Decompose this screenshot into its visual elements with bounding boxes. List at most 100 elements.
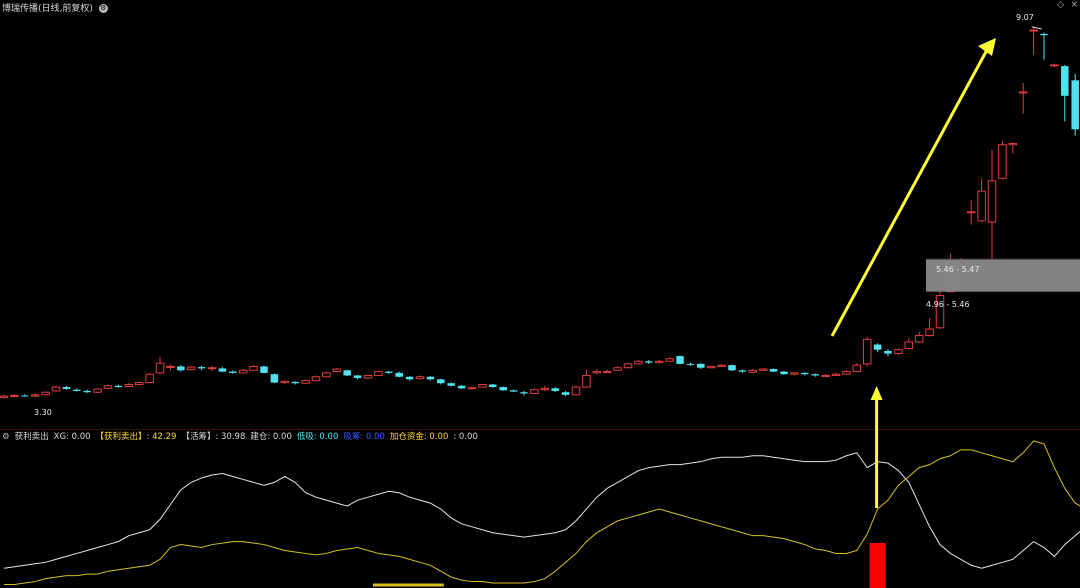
candle-body-down (728, 365, 736, 371)
close-icon[interactable]: × (1070, 0, 1078, 10)
candle-body-down (426, 376, 435, 380)
active-value: 【活筹】: 30.98 (181, 432, 246, 442)
indicator-legend: ⚙ 获利卖出 XG: 0.00 【获利卖出】: 42.29 【活筹】: 30.98 建仓:… (2, 430, 483, 442)
candle-body-up (280, 380, 290, 384)
candle-body-down (811, 374, 819, 376)
diagonal-arrow-shaft (830, 47, 990, 337)
candle-body-up (1008, 142, 1018, 146)
candle-body-down (229, 371, 237, 373)
candle-body-up (51, 386, 61, 392)
candle-body-up (134, 382, 144, 385)
candle-body-down (1040, 33, 1048, 36)
candle-body-up (332, 368, 342, 373)
candle-body-up (602, 371, 612, 374)
candle-body-down (676, 356, 684, 364)
candle-body-up (467, 387, 477, 390)
candle-body-down (260, 366, 268, 373)
extra-value: : 0.00 (453, 432, 478, 442)
zone-lower-label: 4.96 - 5.46 (926, 300, 970, 309)
candle-body-down (270, 374, 279, 383)
candle-body-up (93, 388, 102, 393)
candle-body-down (873, 344, 882, 350)
candle-body-up (186, 366, 196, 371)
zone-upper-label: 5.46 - 5.47 (936, 265, 980, 274)
candle-body-up (0, 395, 9, 398)
candle-body-up (478, 383, 487, 388)
profit-sell-value: 【获利卖出】: 42.29 (95, 432, 177, 442)
yellow-indicator-line (4, 440, 1080, 586)
indicator-gear-icon[interactable]: ⚙ (2, 432, 10, 442)
candle-body-down (489, 384, 497, 388)
candle-body-up (634, 360, 643, 365)
candle-body-up (530, 389, 539, 395)
candle-body-up (41, 391, 50, 396)
candle-body-up (145, 373, 154, 384)
vertical-arrow-head (870, 386, 883, 400)
white-indicator-line (3, 452, 1080, 569)
candle-body-down (780, 371, 788, 375)
accumulate-value: 吸筹: 0.00 (343, 432, 385, 442)
candle-body-up (925, 328, 934, 337)
candle-body-down (291, 381, 299, 384)
candle-body-up (124, 383, 134, 387)
candle-body-up (540, 387, 550, 391)
candle-body-up (654, 360, 664, 364)
candle-body-down (405, 376, 414, 380)
indicator-name: 获利卖出 (14, 432, 49, 442)
candle-body-down (457, 385, 466, 389)
diamond-icon[interactable]: ◇ (1057, 0, 1064, 10)
candle-body-up (10, 394, 19, 397)
indicator-lines (3, 440, 1080, 588)
candle-body-up (166, 365, 175, 368)
candle-body-up (311, 376, 321, 382)
candle-body-up (238, 369, 248, 374)
candle-body-down (499, 387, 507, 391)
candle-body-up (748, 369, 758, 373)
candle-body-down (884, 350, 892, 354)
candle-body-up (155, 362, 165, 374)
high-price-value: 9.07 (1016, 13, 1034, 22)
price-zones (926, 258, 1080, 292)
candle-body-up (571, 386, 581, 396)
gear-icon[interactable]: ⚙ (98, 4, 108, 13)
candle-body-up (30, 394, 40, 397)
candle-body-down (73, 389, 81, 391)
diagonal-arrow-head (978, 38, 996, 56)
candle-body-up (623, 363, 633, 369)
candle-body-down (801, 372, 809, 375)
candle-body-up (706, 365, 716, 369)
trend-arrows (830, 38, 996, 508)
candle-body-up (935, 295, 945, 329)
build-value: 建仓: 0.00 (250, 432, 292, 442)
candle-body-up (987, 180, 997, 223)
candle-body-up (207, 367, 217, 370)
candle-body-down (437, 379, 445, 384)
candle-body-down (395, 372, 403, 377)
candle-body-down (769, 369, 778, 372)
candle-body-up (415, 376, 425, 380)
candle-body-up (852, 364, 862, 373)
candle-body-up (821, 374, 830, 377)
candle-body-down (21, 395, 29, 397)
xg-value: XG: 0.00 (53, 432, 91, 442)
candle-body-up (790, 372, 799, 375)
signal-bar (869, 543, 886, 588)
candle-body-up (717, 364, 726, 367)
candle-body-up (249, 365, 258, 371)
candle-body-down (83, 390, 91, 393)
candle-body-up (831, 373, 841, 376)
candle-body-up (363, 374, 373, 379)
candle-body-up (914, 335, 924, 343)
candle-body-up (613, 367, 622, 371)
candle-body-up (998, 144, 1007, 179)
candle-body-down (447, 383, 455, 386)
candle-body-down (353, 375, 362, 379)
candle-body-down (686, 363, 695, 365)
candle-body-up (977, 190, 986, 222)
candle-body-up (665, 358, 674, 362)
candle-body-down (343, 370, 351, 376)
candle-body-down (697, 363, 705, 368)
candle-body-down (645, 361, 653, 363)
